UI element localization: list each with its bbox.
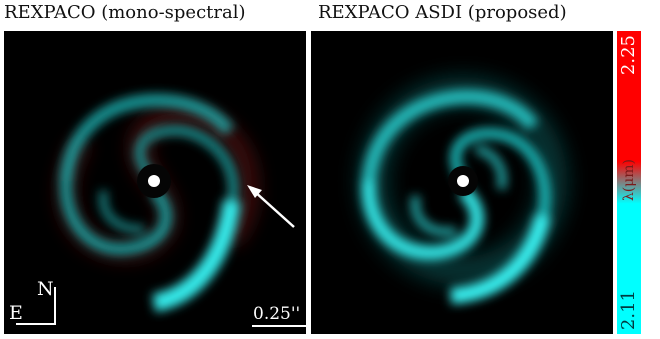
- left-disk-image: [56, 93, 295, 312]
- arrow-icon: [247, 185, 295, 228]
- star-dot: [148, 175, 160, 187]
- compass-north-line: [54, 287, 56, 325]
- colorbar-bottom-label: 2.11: [618, 289, 639, 330]
- colorbar-axis-label: λ(μm): [621, 159, 637, 202]
- right-panel-title: REXPACO ASDI (proposed): [318, 2, 567, 23]
- left-panel-title: REXPACO (mono-spectral): [4, 2, 246, 23]
- wavelength-colorbar: 2.25 λ(μm) 2.11: [617, 31, 641, 334]
- left-image-panel: N E 0.25'': [4, 31, 306, 334]
- scale-bar: [252, 325, 306, 327]
- compass-north-label: N: [37, 278, 54, 300]
- right-image-panel: [311, 31, 613, 334]
- compass-east-line: [16, 323, 56, 325]
- star-dot: [457, 175, 469, 187]
- colorbar-top-label: 2.25: [618, 35, 639, 76]
- compass-east-label: E: [9, 302, 23, 324]
- right-disk-image: [359, 77, 567, 304]
- scale-bar-label: 0.25'': [253, 304, 301, 324]
